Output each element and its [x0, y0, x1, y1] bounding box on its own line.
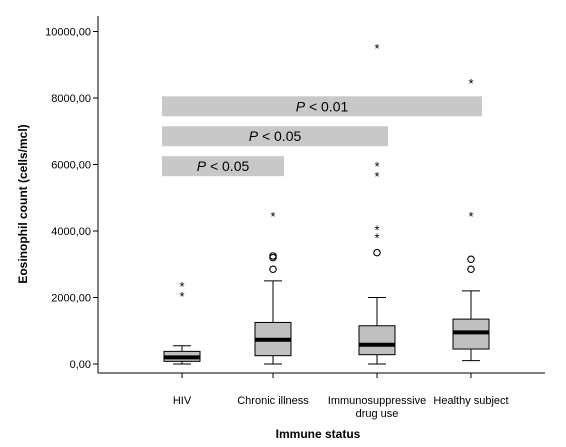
y-tick-label: 0,00 — [70, 359, 91, 371]
outlier-circle — [269, 265, 277, 273]
significance-bar — [162, 126, 388, 147]
outlier-star: * — [374, 41, 379, 56]
significance-bar — [162, 156, 284, 177]
outlier-star: * — [270, 209, 275, 224]
x-category-labels: HIV Chronic illness Immunosuppressivedrug … — [173, 373, 509, 420]
outlier-circle — [373, 248, 381, 257]
x-category-label: Immunosuppressive — [328, 395, 426, 407]
y-tick-label: 2000,00 — [51, 293, 91, 305]
outlier-star: * — [374, 231, 379, 246]
x-axis-title: Immune status — [276, 427, 361, 441]
significance-label: P < 0.01 — [296, 98, 349, 114]
outlier-star: * — [468, 76, 473, 91]
significance-label: P < 0.05 — [249, 128, 302, 144]
y-ticks: 0,00 2000,00 4000,00 6000,00 8000,00 10000,00 — [45, 27, 98, 371]
y-axis-title: Eosinophil count (cells/mcl) — [16, 124, 30, 283]
y-tick-label: 10000,00 — [45, 27, 91, 39]
y-tick-label: 6000,00 — [51, 160, 91, 172]
outlier-star: * — [468, 209, 473, 224]
outlier-star: * — [179, 279, 184, 294]
y-tick-label: 8000,00 — [51, 93, 91, 105]
box-iqr — [358, 325, 396, 356]
outlier-star: * — [374, 159, 379, 174]
x-category-label: drug use — [356, 408, 399, 420]
boxes: ********** — [163, 41, 490, 365]
x-category-label: Chronic illness — [237, 395, 309, 407]
y-tick-label: 4000,00 — [51, 226, 91, 238]
significance-bar — [162, 96, 482, 117]
x-category-label: Healthy subject — [433, 395, 508, 407]
outlier-star: * — [179, 289, 184, 304]
outlier-star: * — [374, 222, 379, 237]
x-category-label: HIV — [173, 395, 192, 407]
outlier-star: * — [374, 169, 379, 184]
outlier-circle — [467, 255, 475, 264]
significance-label: P < 0.05 — [197, 158, 250, 174]
outlier-circle — [269, 252, 277, 260]
significance-bars: P < 0.01 P < 0.05 P < 0.05 — [162, 96, 482, 177]
outlier-circle — [467, 265, 475, 273]
